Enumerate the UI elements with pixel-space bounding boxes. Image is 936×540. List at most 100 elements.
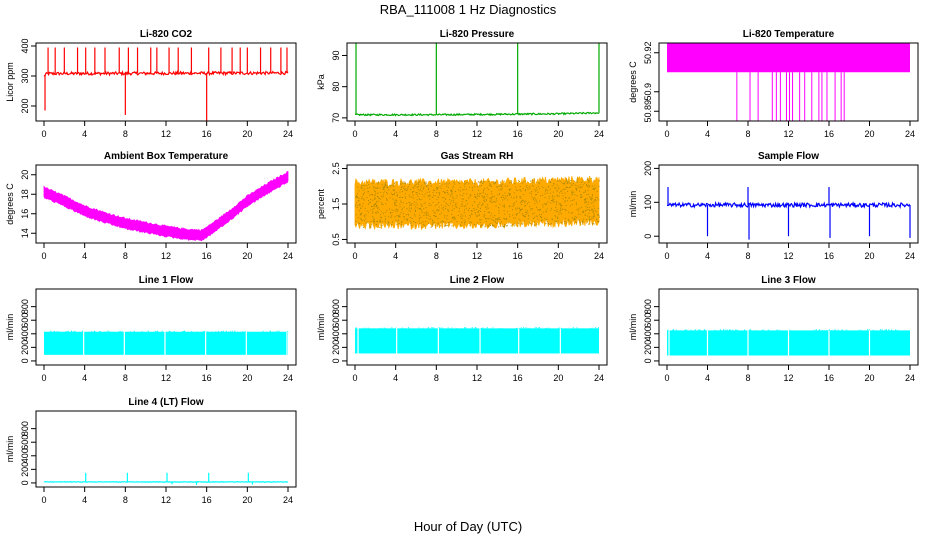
data-dot (424, 193, 426, 195)
data-dot (425, 182, 427, 184)
data-dot (384, 221, 386, 223)
data-dot (377, 206, 379, 208)
data-dot (403, 216, 405, 218)
y-tick-label: 2.5 (331, 162, 341, 175)
data-dot (451, 209, 453, 211)
data-dot (495, 201, 497, 203)
data-dot (464, 215, 466, 217)
data-dot (570, 180, 572, 181)
data-dot (451, 190, 453, 192)
data-dot (565, 210, 567, 212)
data-dot (403, 206, 405, 208)
data-dot (539, 183, 541, 185)
data-dot (481, 205, 483, 207)
data-dot (428, 222, 430, 224)
data-dot (444, 183, 446, 185)
data-dot (541, 217, 543, 219)
data-dot (486, 218, 488, 220)
data-dot (380, 191, 382, 193)
data-dot (394, 204, 396, 206)
data-dot (568, 211, 570, 213)
x-tick-label: 4 (393, 373, 398, 383)
data-dot (381, 217, 382, 219)
data-dot (505, 195, 507, 197)
data-dot (384, 215, 386, 217)
data-dot (379, 220, 381, 222)
data-dot (376, 206, 378, 208)
data-dot (430, 218, 432, 220)
data-dot (506, 224, 508, 226)
data-dot (498, 189, 500, 191)
data-dot (552, 200, 554, 202)
data-dot (462, 189, 464, 191)
data-dot (476, 215, 478, 217)
x-tick-label: 4 (82, 373, 87, 383)
data-dot (507, 195, 508, 197)
data-dot (501, 183, 503, 185)
data-dot (559, 210, 561, 212)
x-tick-label: 16 (202, 251, 212, 261)
data-dot (370, 206, 372, 208)
data-dot (372, 219, 374, 221)
data-dot (404, 196, 406, 198)
plot-frame (346, 288, 608, 366)
data-dot (355, 214, 357, 216)
x-tick-label: 24 (594, 373, 604, 383)
data-dot (514, 223, 516, 225)
data-dot (544, 196, 546, 198)
data-dot (554, 210, 556, 211)
data-dot (394, 192, 395, 194)
data-dot (527, 215, 529, 217)
data-dot (525, 200, 527, 202)
data-dot (361, 219, 363, 221)
data-dot (452, 216, 454, 218)
data-dot (455, 197, 457, 199)
data-dot (367, 191, 369, 193)
data-dot (360, 218, 362, 220)
data-dot (482, 224, 484, 226)
data-dot (576, 195, 578, 197)
data-dot (574, 216, 576, 218)
y-tick-label: 0.5 (331, 233, 341, 246)
data-dot (519, 202, 521, 204)
data-dot (389, 211, 391, 213)
data-dot (561, 205, 563, 207)
data-dot (390, 216, 392, 218)
data-dot (363, 192, 365, 194)
data-dot (365, 214, 367, 216)
data-dot (365, 218, 367, 220)
data-dot (477, 211, 479, 213)
data-dot (450, 220, 452, 222)
data-dot (366, 221, 368, 223)
data-dot (571, 192, 573, 194)
data-dot (464, 186, 466, 188)
data-dot (566, 180, 568, 182)
data-dot (455, 202, 457, 204)
data-dot (584, 199, 586, 201)
data-dot (395, 191, 397, 193)
data-dot (492, 216, 494, 218)
data-dot (587, 204, 589, 206)
x-tick-label: 4 (82, 251, 87, 261)
data-dot (503, 224, 505, 226)
data-dot (473, 201, 475, 203)
data-dot (556, 189, 558, 191)
y-tick-label: 80 (331, 82, 341, 92)
x-axis: 0 4 8 12 16 20 24 (352, 121, 604, 139)
data-dot (437, 222, 439, 224)
data-dot (518, 181, 520, 182)
data-dot (503, 196, 505, 198)
data-dot (491, 202, 493, 204)
data-dot (560, 203, 562, 205)
x-tick-label: 20 (242, 495, 252, 505)
data-dot (471, 187, 473, 189)
data-dot (500, 225, 502, 227)
panel-ylabel: degrees C (5, 183, 15, 225)
data-dot (401, 221, 402, 223)
data-dot (446, 224, 448, 226)
data-dot (381, 221, 383, 223)
data-dot (593, 214, 595, 216)
plot-frame (35, 410, 297, 488)
